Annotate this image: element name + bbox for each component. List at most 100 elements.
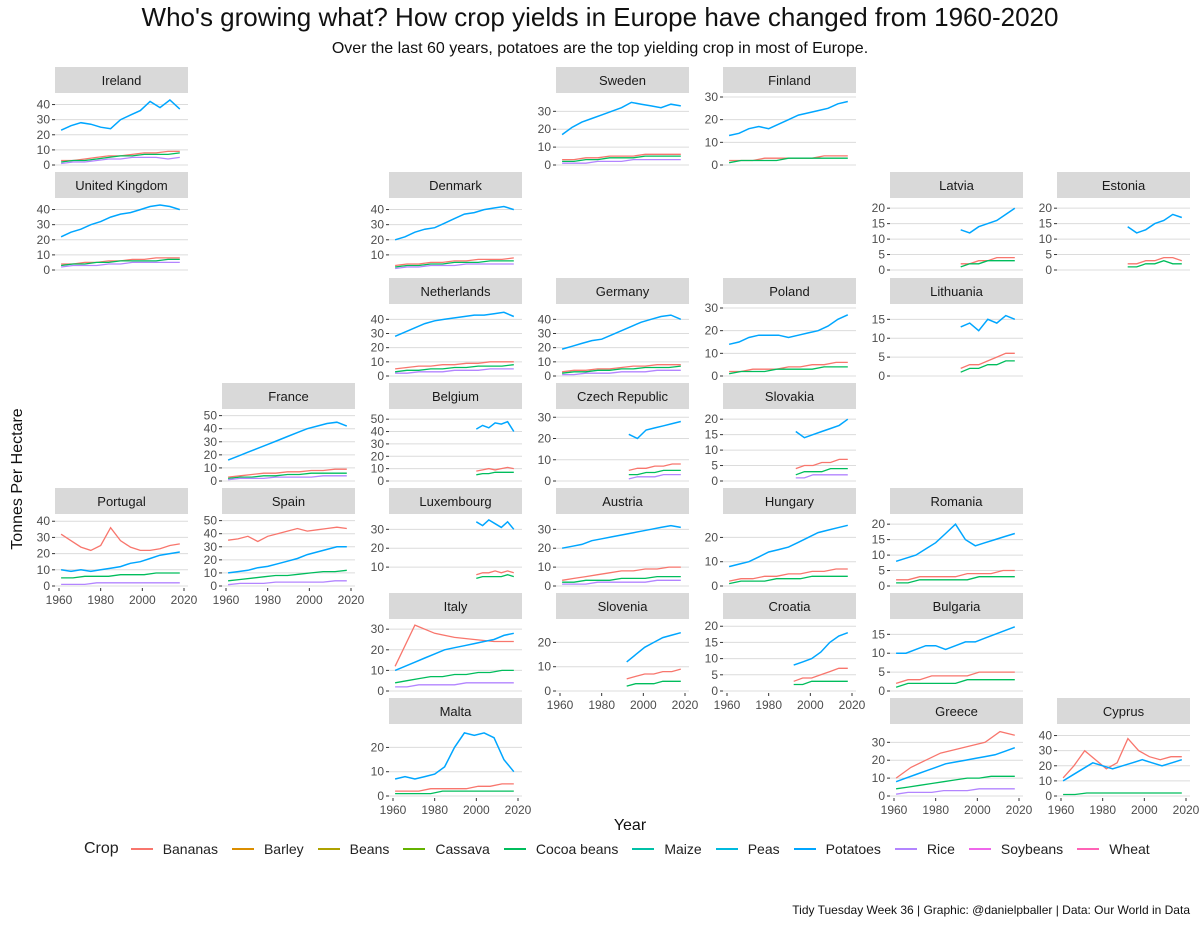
y-tick-label: 40 [37, 203, 51, 217]
panel-strip [389, 172, 522, 198]
y-tick-label: 20 [1039, 759, 1053, 773]
y-tick-label: 15 [872, 217, 886, 231]
x-tick-label: 2020 [171, 593, 198, 607]
series-line [562, 579, 681, 585]
x-tick-label: 1980 [254, 593, 281, 607]
y-tick-label: 40 [37, 514, 51, 528]
y-tick-label: 20 [705, 412, 719, 426]
legend-key [632, 848, 655, 850]
series-line [476, 570, 514, 576]
series-line [895, 679, 1015, 688]
legend-item-soybeans: Soybeans [968, 841, 1063, 857]
y-tick-label: 0 [711, 684, 718, 698]
y-tick-label: 0 [377, 684, 384, 698]
x-tick-label: 1960 [714, 698, 741, 712]
legend-item-barley: Barley [231, 841, 304, 857]
series-line [896, 775, 1015, 790]
panel-title: Poland [769, 284, 809, 299]
y-tick-label: 10 [538, 453, 552, 467]
series-line [476, 574, 514, 580]
legend-title: Crop [84, 840, 119, 857]
series-line [793, 667, 848, 682]
chart-title: Who's growing what? How crop yields in E… [141, 2, 1059, 32]
y-tick-label: 40 [371, 312, 385, 326]
panel-malta: Malta 0 10 20 1960 1980 2000 2020 [371, 698, 532, 817]
panel-strip [723, 67, 856, 93]
y-tick-label: 10 [371, 560, 385, 574]
y-tick-label: 10 [1039, 774, 1053, 788]
y-axis-title-wrapper: Tonnes Per Hectare [4, 380, 34, 580]
y-tick-label: 30 [872, 735, 886, 749]
panel-strip [389, 383, 522, 409]
y-tick-label: 10 [872, 771, 886, 785]
y-tick-label: 10 [705, 652, 719, 666]
y-tick-label: 30 [204, 540, 218, 554]
y-tick-label: 15 [872, 627, 886, 641]
panel-strip [222, 488, 355, 514]
y-tick-label: 20 [37, 547, 51, 561]
series-line [61, 156, 180, 165]
y-tick-label: 10 [1039, 232, 1053, 246]
y-tick-label: 0 [878, 369, 885, 383]
panel-strip [890, 278, 1023, 304]
y-tick-label: 30 [37, 218, 51, 232]
y-tick-label: 0 [43, 263, 50, 277]
legend-label: Peas [747, 841, 780, 857]
x-tick-label: 1980 [1089, 803, 1116, 817]
potatoes-line [60, 99, 181, 131]
legend-item-beans: Beans [317, 841, 389, 857]
x-tick-label: 2020 [505, 803, 532, 817]
series-line [795, 474, 848, 479]
y-tick-label: 15 [705, 428, 719, 442]
x-tick-label: 2000 [1131, 803, 1158, 817]
series-line [228, 475, 347, 481]
x-tick-label: 2020 [1173, 803, 1200, 817]
y-tick-label: 30 [538, 327, 552, 341]
y-tick-label: 0 [377, 789, 384, 803]
legend-key [793, 848, 816, 850]
series-line [61, 582, 180, 586]
y-tick-label: 20 [538, 635, 552, 649]
potatoes-line [394, 205, 515, 241]
y-tick-label: 50 [204, 409, 218, 423]
y-tick-label: 10 [705, 135, 719, 149]
panel-strip [389, 278, 522, 304]
y-tick-label: 0 [210, 579, 217, 593]
panel-strip [723, 593, 856, 619]
series-line [61, 572, 180, 579]
potatoes-line [60, 204, 181, 238]
y-tick-label: 5 [878, 564, 885, 578]
series-line [626, 680, 681, 687]
y-tick-label: 20 [538, 432, 552, 446]
legend-label: Wheat [1109, 841, 1150, 857]
x-tick-label: 2000 [296, 593, 323, 607]
panel-strip [389, 698, 522, 724]
panel-title: Austria [602, 494, 643, 509]
y-tick-label: 0 [878, 579, 885, 593]
series-line [228, 526, 347, 543]
legend-key [231, 848, 254, 850]
panel-luxembourg: Luxembourg 10 20 30 [371, 488, 522, 580]
y-tick-label: 0 [711, 579, 718, 593]
series-line [960, 360, 1015, 373]
series-line [562, 369, 681, 376]
y-tick-label: 20 [538, 541, 552, 555]
y-tick-label: 20 [37, 128, 51, 142]
panel-title: Lithuania [930, 284, 984, 299]
y-tick-label: 20 [872, 201, 886, 215]
potatoes-line [793, 631, 849, 666]
potatoes-line [895, 746, 1016, 783]
panel-strip [723, 488, 856, 514]
panel-title: Greece [935, 704, 978, 719]
y-tick-label: 0 [1045, 263, 1052, 277]
panel-greece: Greece 0 10 20 30 1960 1980 2000 2020 [872, 698, 1033, 817]
panel-slovenia: Slovenia 0 10 20 1960 1980 2000 2020 [538, 593, 699, 712]
y-tick-label: 10 [705, 346, 719, 360]
y-tick-label: 20 [705, 530, 719, 544]
